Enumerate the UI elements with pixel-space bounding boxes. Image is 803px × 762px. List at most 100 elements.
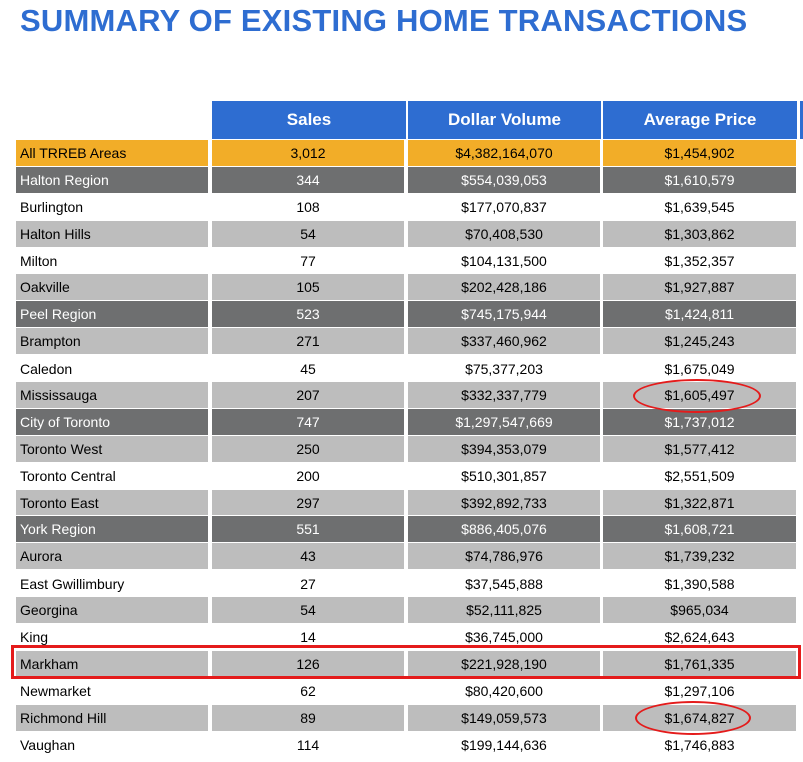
sales-cell: 250: [212, 435, 404, 463]
table-row: Newmarket 62 $80,420,600 $1,297,106: [16, 677, 803, 705]
average-price-cell: $1,739,232: [603, 543, 796, 571]
sales-cell: 200: [212, 462, 404, 490]
sales-cell: 45: [212, 355, 404, 383]
table-row: Brampton 271 $337,460,962 $1,245,243: [16, 328, 803, 356]
sales-cell: 27: [212, 570, 404, 598]
sales-cell: 114: [212, 731, 404, 759]
average-price-cell: $1,303,862: [603, 220, 796, 248]
dollar-volume-cell: $74,786,976: [408, 543, 600, 571]
column-header-sales: Sales: [212, 101, 406, 139]
average-price-cell: $1,746,883: [603, 731, 796, 759]
sales-cell: 108: [212, 193, 404, 221]
sales-cell: 344: [212, 166, 404, 194]
average-price-cell: $1,322,871: [603, 489, 796, 517]
sales-cell: 54: [212, 220, 404, 248]
dollar-volume-cell: $1,297,547,669: [408, 408, 600, 436]
table-row: York Region 551 $886,405,076 $1,608,721: [16, 516, 803, 544]
area-cell: Vaughan: [16, 731, 212, 759]
area-cell: City of Toronto: [16, 408, 208, 436]
area-cell: Aurora: [16, 543, 208, 571]
table-row: Peel Region 523 $745,175,944 $1,424,811: [16, 301, 803, 329]
sales-cell: 747: [212, 408, 404, 436]
average-price-cell: $1,608,721: [603, 516, 796, 544]
sales-cell: 54: [212, 597, 404, 625]
dollar-volume-cell: $510,301,857: [408, 462, 600, 490]
table-row: All TRREB Areas 3,012 $4,382,164,070 $1,454…: [16, 140, 803, 167]
sales-cell: 62: [212, 677, 404, 705]
table-row: Toronto East 297 $392,892,733 $1,322,871: [16, 489, 803, 517]
column-header-average-price: Average Price: [603, 101, 797, 139]
sales-cell: 523: [212, 301, 404, 329]
table-row: East Gwillimbury 27 $37,545,888 $1,390,588: [16, 570, 803, 598]
richmond-hill-price-circle: [635, 701, 751, 735]
area-cell: Toronto West: [16, 435, 208, 463]
table-row: Aurora 43 $74,786,976 $1,739,232: [16, 543, 803, 571]
dollar-volume-cell: $745,175,944: [408, 301, 600, 329]
average-price-cell: $1,577,412: [603, 435, 796, 463]
average-price-cell: $1,761,335: [603, 650, 796, 678]
average-price-cell: $1,454,902: [603, 140, 796, 167]
dollar-volume-cell: $886,405,076: [408, 516, 600, 544]
table-row: Caledon 45 $75,377,203 $1,675,049: [16, 355, 803, 383]
sales-cell: 3,012: [212, 140, 404, 167]
area-cell: Brampton: [16, 328, 208, 356]
average-price-cell: $1,245,243: [603, 328, 796, 356]
markham-highlight-box: [11, 645, 801, 679]
table-row: Oakville 105 $202,428,186 $1,927,887: [16, 274, 803, 302]
area-cell: Oakville: [16, 274, 208, 302]
average-price-cell: $1,424,811: [603, 301, 796, 329]
table-row: Milton 77 $104,131,500 $1,352,357: [16, 247, 803, 275]
dollar-volume-cell: $337,460,962: [408, 328, 600, 356]
table-row: Toronto Central 200 $510,301,857 $2,551,509: [16, 462, 803, 490]
area-cell: Newmarket: [16, 677, 212, 705]
dollar-volume-cell: $392,892,733: [408, 489, 600, 517]
area-cell: Richmond Hill: [16, 704, 208, 732]
average-price-cell: $965,034: [603, 597, 796, 625]
average-price-cell: $1,737,012: [603, 408, 796, 436]
area-cell: Peel Region: [16, 301, 208, 329]
dollar-volume-cell: $199,144,636: [408, 731, 600, 759]
sales-cell: 126: [212, 650, 404, 678]
table-row: City of Toronto 747 $1,297,547,669 $1,737,0…: [16, 408, 803, 436]
sales-cell: 77: [212, 247, 404, 275]
sales-cell: 207: [212, 382, 404, 409]
area-cell: Georgina: [16, 597, 208, 625]
area-cell: Toronto East: [16, 489, 208, 517]
sales-cell: 89: [212, 704, 404, 732]
table-row: Halton Region 344 $554,039,053 $1,610,579: [16, 166, 803, 194]
average-price-cell: $1,927,887: [603, 274, 796, 302]
area-cell: Toronto Central: [16, 462, 212, 490]
average-price-cell: $1,390,588: [603, 570, 796, 598]
header-edge: [800, 101, 803, 139]
column-header-dollar-volume: Dollar Volume: [408, 101, 601, 139]
table-row: Halton Hills 54 $70,408,530 $1,303,862: [16, 220, 803, 248]
mississauga-price-circle: [633, 379, 761, 413]
area-cell: Halton Region: [16, 166, 208, 194]
average-price-cell: $2,551,509: [603, 462, 796, 490]
sales-cell: 43: [212, 543, 404, 571]
sales-cell: 297: [212, 489, 404, 517]
area-cell: Markham: [16, 650, 208, 678]
dollar-volume-cell: $177,070,837: [408, 193, 600, 221]
table-row: Burlington 108 $177,070,837 $1,639,545: [16, 193, 803, 221]
transactions-table: All TRREB Areas 3,012 $4,382,164,070 $1,454…: [16, 140, 803, 759]
dollar-volume-cell: $221,928,190: [408, 650, 600, 678]
table-row: Georgina 54 $52,111,825 $965,034: [16, 597, 803, 625]
average-price-cell: $1,675,049: [603, 355, 796, 383]
dollar-volume-cell: $75,377,203: [408, 355, 600, 383]
dollar-volume-cell: $332,337,779: [408, 382, 600, 409]
table-row: Vaughan 114 $199,144,636 $1,746,883: [16, 731, 803, 759]
dollar-volume-cell: $104,131,500: [408, 247, 600, 275]
dollar-volume-cell: $4,382,164,070: [408, 140, 600, 167]
average-price-cell: $1,610,579: [603, 166, 796, 194]
page-title: SUMMARY OF EXISTING HOME TRANSACTIONS: [20, 3, 748, 38]
average-price-cell: $1,639,545: [603, 193, 796, 221]
sales-cell: 551: [212, 516, 404, 544]
area-cell: Burlington: [16, 193, 212, 221]
table-row: Toronto West 250 $394,353,079 $1,577,412: [16, 435, 803, 463]
sales-cell: 271: [212, 328, 404, 356]
dollar-volume-cell: $554,039,053: [408, 166, 600, 194]
table-row: Markham 126 $221,928,190 $1,761,335: [16, 650, 803, 678]
dollar-volume-cell: $202,428,186: [408, 274, 600, 302]
dollar-volume-cell: $52,111,825: [408, 597, 600, 625]
